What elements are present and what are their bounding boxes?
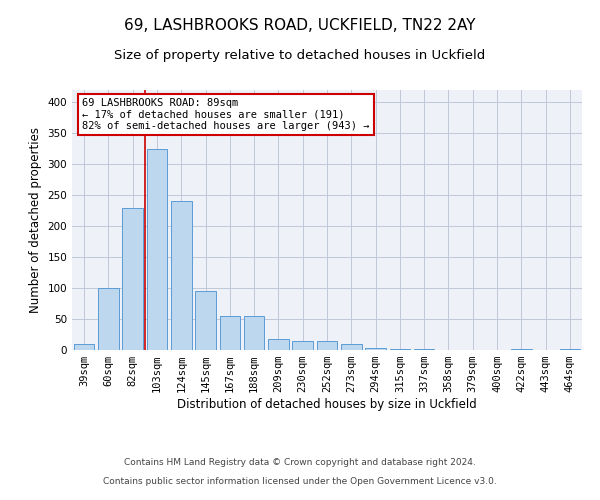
- Bar: [220, 316, 240, 350]
- Y-axis label: Number of detached properties: Number of detached properties: [29, 127, 42, 313]
- Bar: [389, 349, 410, 350]
- Text: Contains HM Land Registry data © Crown copyright and database right 2024.: Contains HM Land Registry data © Crown c…: [124, 458, 476, 467]
- X-axis label: Distribution of detached houses by size in Uckfield: Distribution of detached houses by size …: [177, 398, 477, 411]
- Bar: [365, 348, 386, 350]
- Bar: [98, 288, 119, 350]
- Bar: [268, 339, 289, 350]
- Text: 69, LASHBROOKS ROAD, UCKFIELD, TN22 2AY: 69, LASHBROOKS ROAD, UCKFIELD, TN22 2AY: [124, 18, 476, 32]
- Bar: [244, 316, 265, 350]
- Bar: [74, 344, 94, 350]
- Bar: [195, 291, 216, 350]
- Bar: [292, 342, 313, 350]
- Bar: [511, 349, 532, 350]
- Text: 69 LASHBROOKS ROAD: 89sqm
← 17% of detached houses are smaller (191)
82% of semi: 69 LASHBROOKS ROAD: 89sqm ← 17% of detac…: [82, 98, 370, 131]
- Bar: [171, 202, 191, 350]
- Bar: [317, 342, 337, 350]
- Text: Size of property relative to detached houses in Uckfield: Size of property relative to detached ho…: [115, 48, 485, 62]
- Text: Contains public sector information licensed under the Open Government Licence v3: Contains public sector information licen…: [103, 476, 497, 486]
- Bar: [122, 208, 143, 350]
- Bar: [341, 344, 362, 350]
- Bar: [560, 349, 580, 350]
- Bar: [146, 149, 167, 350]
